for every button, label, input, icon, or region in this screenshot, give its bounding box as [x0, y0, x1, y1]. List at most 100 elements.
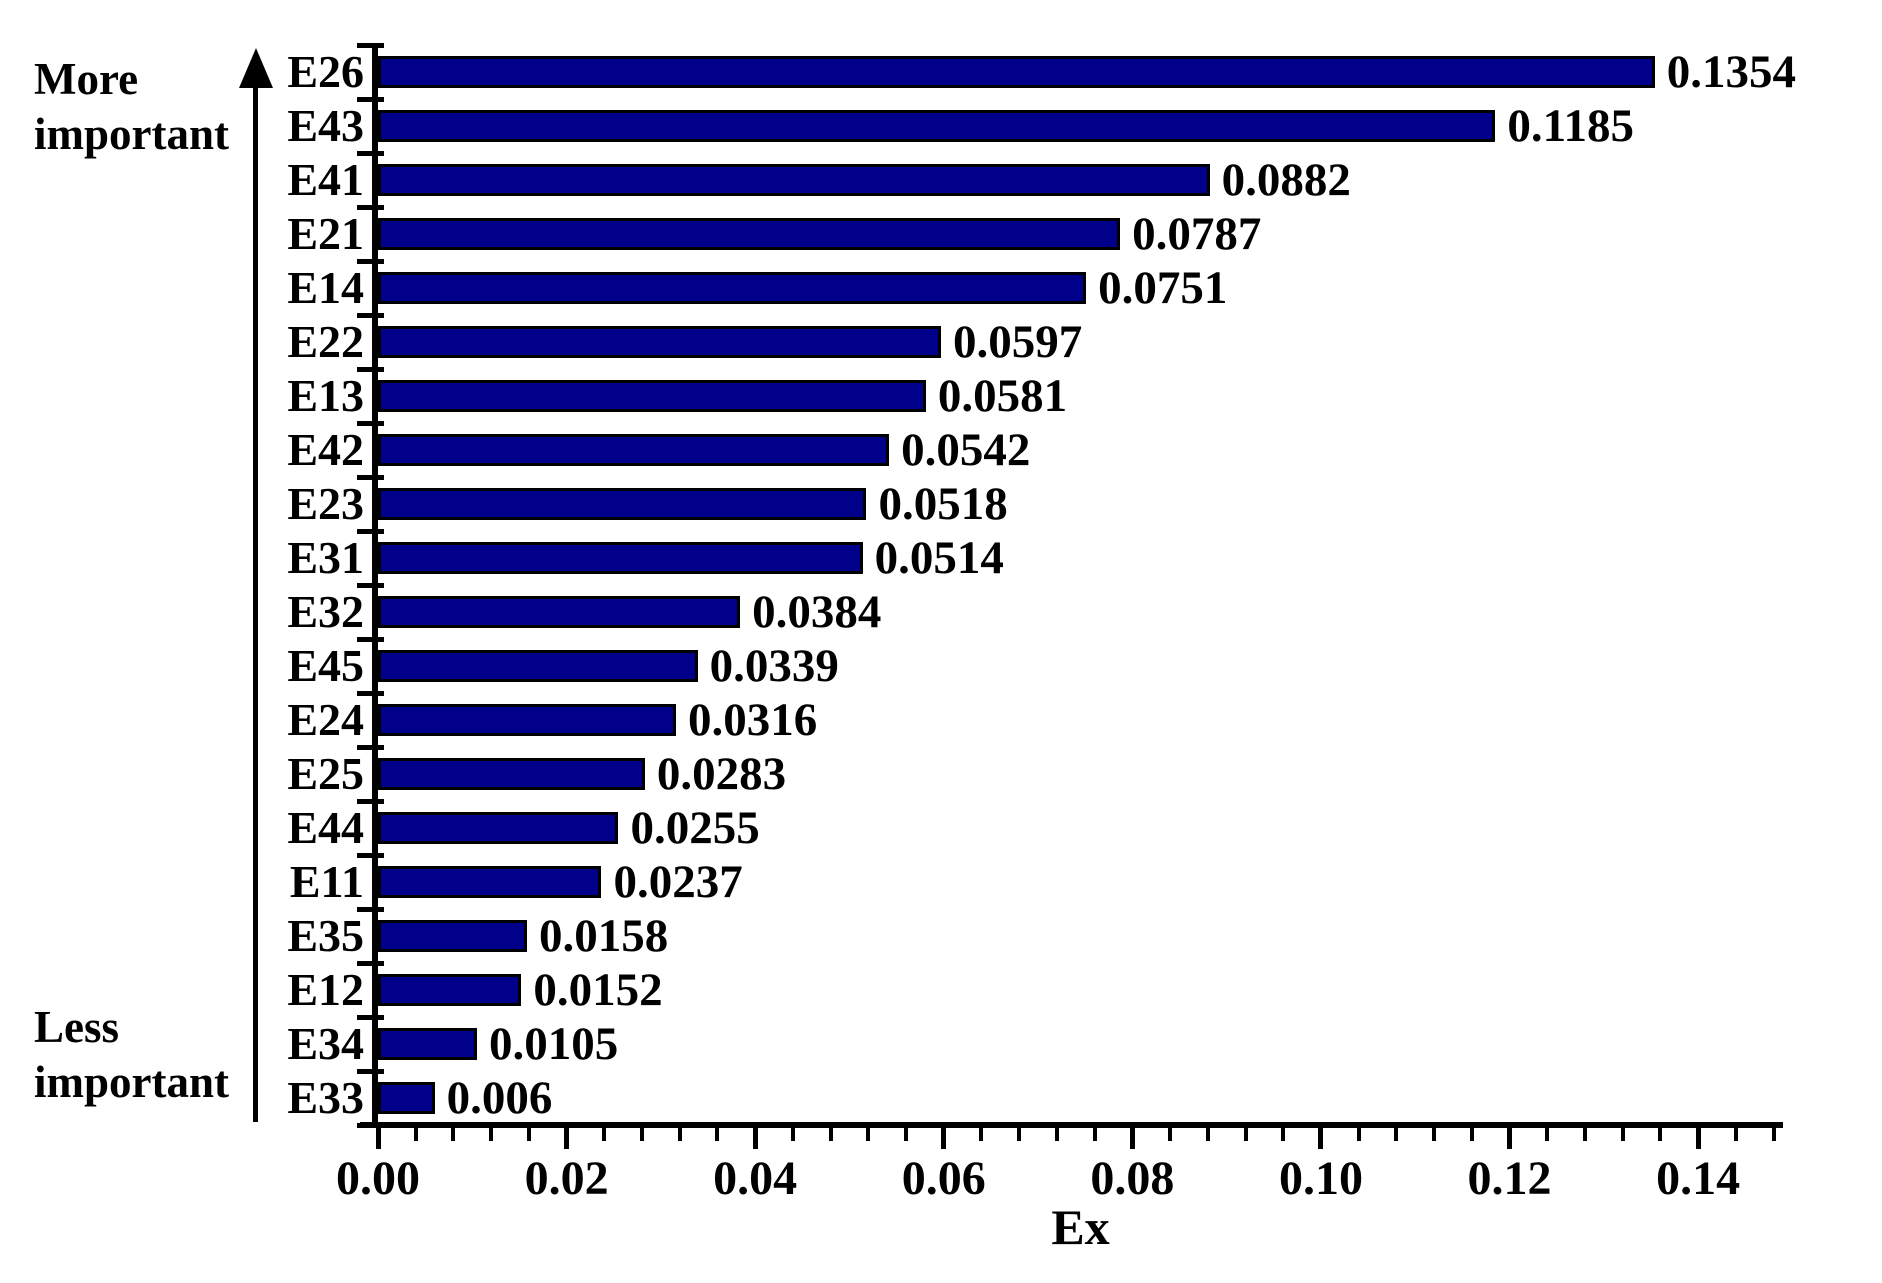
x-axis-minor-tick — [790, 1128, 795, 1141]
category-label-E45: E45 — [287, 640, 364, 691]
x-axis-minor-tick — [1017, 1128, 1022, 1141]
y-axis-tick — [357, 960, 384, 966]
value-label-E12: 0.0152 — [533, 964, 663, 1016]
x-axis-minor-tick — [1432, 1128, 1437, 1141]
y-axis-tick — [357, 744, 384, 750]
x-axis-major-tick — [1695, 1128, 1701, 1149]
bar-E22 — [378, 326, 941, 358]
value-label-E32: 0.0384 — [752, 586, 882, 638]
value-label-E25: 0.0283 — [656, 748, 787, 800]
x-axis-major-tick — [1507, 1128, 1513, 1149]
x-axis-minor-tick — [1054, 1128, 1059, 1141]
category-label-E13: E13 — [287, 370, 364, 421]
x-axis-minor-tick — [715, 1128, 720, 1141]
bar-E13 — [378, 380, 926, 412]
value-label-E34: 0.0105 — [489, 1018, 619, 1070]
category-label-E24: E24 — [287, 694, 364, 745]
x-axis-major-tick — [375, 1128, 381, 1149]
x-axis-minor-tick — [451, 1128, 456, 1141]
x-axis-minor-tick — [1582, 1128, 1587, 1141]
arrow-up-icon — [239, 48, 273, 88]
x-axis-minor-tick — [1243, 1128, 1248, 1141]
x-axis-tick-label: 0.06 — [901, 1152, 986, 1205]
x-axis-minor-tick — [1545, 1128, 1550, 1141]
x-axis-tick-label: 0.14 — [1656, 1152, 1741, 1205]
y-axis-tick — [357, 258, 384, 264]
value-label-E41: 0.0882 — [1221, 154, 1351, 206]
value-label-E21: 0.0787 — [1132, 208, 1262, 260]
value-label-E44: 0.0255 — [630, 802, 760, 854]
x-axis-title: Ex — [1051, 1199, 1110, 1255]
y-axis-tick — [357, 96, 384, 102]
y-axis-tick — [357, 1122, 384, 1128]
category-label-E44: E44 — [287, 802, 364, 853]
value-label-E33: 0.006 — [446, 1072, 553, 1124]
category-label-E22: E22 — [287, 316, 364, 367]
arrow-line — [253, 82, 258, 1122]
y-axis-tick — [357, 582, 384, 588]
y-axis-tick — [357, 528, 384, 534]
x-axis-minor-tick — [1168, 1128, 1173, 1141]
bar-E45 — [378, 650, 698, 682]
category-label-E12: E12 — [287, 964, 364, 1015]
value-label-E42: 0.0542 — [901, 424, 1031, 476]
x-axis-minor-tick — [866, 1128, 871, 1141]
bar-E43 — [378, 110, 1496, 142]
bar-E33 — [378, 1082, 435, 1114]
y-axis-tick — [357, 690, 384, 696]
x-axis-tick-label: 0.04 — [713, 1152, 798, 1205]
x-axis-minor-tick — [526, 1128, 531, 1141]
category-label-E31: E31 — [287, 532, 364, 583]
bar-E23 — [378, 488, 867, 520]
x-axis-line — [360, 1122, 1783, 1128]
y-axis-tick — [357, 852, 384, 858]
category-label-E35: E35 — [287, 910, 364, 961]
x-axis-minor-tick — [489, 1128, 494, 1141]
y-axis-tick — [357, 312, 384, 318]
x-axis-major-tick — [941, 1128, 947, 1149]
x-axis-tick-label: 0.10 — [1278, 1152, 1363, 1205]
bar-E11 — [378, 866, 602, 898]
x-axis-minor-tick — [1092, 1128, 1097, 1141]
y-axis-tick — [357, 366, 384, 372]
bar-E42 — [378, 434, 890, 466]
bar-E25 — [378, 758, 645, 790]
value-label-E45: 0.0339 — [709, 640, 839, 692]
bar-E34 — [378, 1028, 477, 1060]
x-axis-minor-tick — [904, 1128, 909, 1141]
category-label-E42: E42 — [287, 424, 364, 475]
x-axis-minor-tick — [1620, 1128, 1625, 1141]
x-axis-major-tick — [1129, 1128, 1135, 1149]
category-label-E11: E11 — [289, 856, 364, 907]
bar-E24 — [378, 704, 676, 736]
x-axis-minor-tick — [1733, 1128, 1738, 1141]
value-label-E23: 0.0518 — [878, 478, 1008, 530]
category-label-E26: E26 — [287, 46, 364, 97]
x-axis-minor-tick — [1281, 1128, 1286, 1141]
bar-E41 — [378, 164, 1210, 196]
x-axis-minor-tick — [677, 1128, 682, 1141]
less-important-label: Less important — [34, 1002, 229, 1107]
x-axis-major-tick — [1318, 1128, 1324, 1149]
y-axis-tick — [357, 420, 384, 426]
bar-E44 — [378, 812, 619, 844]
x-axis-minor-tick — [413, 1128, 418, 1141]
value-label-E24: 0.0316 — [687, 694, 818, 746]
y-axis-tick — [357, 42, 384, 48]
category-label-E33: E33 — [287, 1072, 364, 1123]
x-axis-minor-tick — [602, 1128, 607, 1141]
y-axis-tick — [357, 906, 384, 912]
y-axis-tick — [357, 636, 384, 642]
y-axis-tick — [357, 204, 384, 210]
y-axis-tick — [357, 1014, 384, 1020]
category-label-E25: E25 — [287, 748, 364, 799]
bar-E12 — [378, 974, 522, 1006]
value-label-E13: 0.0581 — [937, 370, 1068, 422]
category-label-E23: E23 — [287, 478, 364, 529]
y-axis-tick — [357, 474, 384, 480]
x-axis-tick-label: 0.12 — [1467, 1152, 1552, 1205]
value-label-E22: 0.0597 — [952, 316, 1083, 368]
x-axis-tick-label: 0.02 — [524, 1152, 609, 1205]
category-label-E34: E34 — [287, 1018, 364, 1069]
value-label-E35: 0.0158 — [538, 910, 669, 962]
